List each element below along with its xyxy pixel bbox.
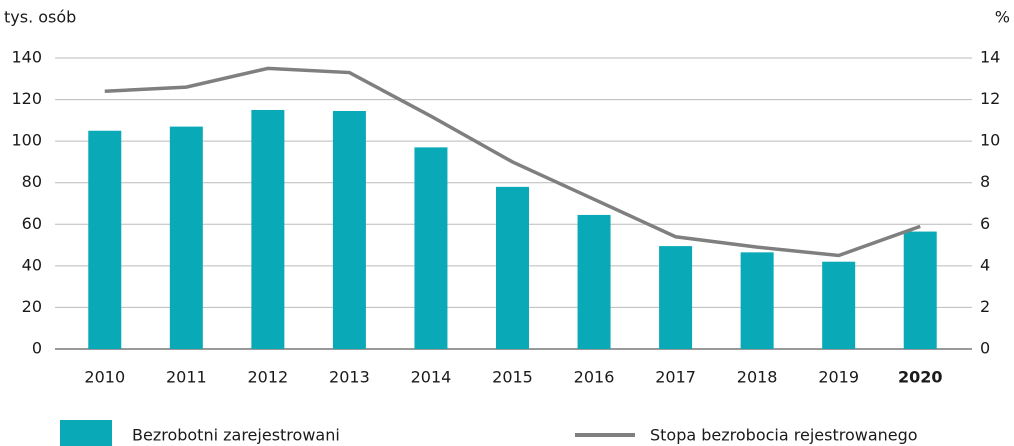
bar bbox=[332, 111, 366, 349]
y2-tick-label: 12 bbox=[980, 89, 1000, 108]
y2-tick-label: 8 bbox=[980, 172, 990, 191]
y-tick-label: 80 bbox=[22, 172, 42, 191]
y2-tick-label: 10 bbox=[980, 131, 1000, 150]
y-tick-label: 60 bbox=[22, 214, 42, 233]
x-tick-label: 2020 bbox=[898, 368, 943, 387]
bar bbox=[496, 186, 529, 349]
y2-tick-label: 2 bbox=[980, 297, 990, 316]
y-tick-label: 0 bbox=[32, 339, 42, 358]
y-tick-label: 40 bbox=[22, 255, 42, 274]
x-tick-label: 2010 bbox=[84, 368, 125, 387]
bar bbox=[577, 214, 611, 349]
legend-label: Stopa bezrobocia rejestrowanego bbox=[650, 426, 918, 445]
bar bbox=[169, 126, 203, 349]
x-tick-label: 2012 bbox=[248, 368, 289, 387]
x-tick-label: 2015 bbox=[492, 368, 533, 387]
bar bbox=[88, 130, 122, 349]
x-tick-label: 2014 bbox=[411, 368, 452, 387]
y-tick-label: 100 bbox=[11, 131, 42, 150]
y2-tick-label: 6 bbox=[980, 214, 990, 233]
bar bbox=[251, 109, 285, 349]
y-axis-label: tys. osób bbox=[4, 8, 76, 27]
x-tick-label: 2013 bbox=[329, 368, 370, 387]
x-tick-label: 2018 bbox=[737, 368, 778, 387]
y2-tick-label: 14 bbox=[980, 48, 1000, 67]
legend-label: Bezrobotni zarejestrowani bbox=[132, 426, 340, 445]
bar bbox=[822, 261, 856, 349]
y2-tick-label: 4 bbox=[980, 255, 990, 274]
bar bbox=[740, 252, 774, 349]
bar bbox=[659, 246, 693, 349]
y2-tick-label: 0 bbox=[980, 339, 990, 358]
y2-axis-label: % bbox=[995, 8, 1010, 27]
y-tick-label: 20 bbox=[22, 297, 42, 316]
x-tick-label: 2016 bbox=[574, 368, 615, 387]
y-tick-label: 120 bbox=[11, 89, 42, 108]
y-tick-label: 140 bbox=[11, 48, 42, 67]
legend-swatch bbox=[60, 420, 112, 446]
x-tick-label: 2011 bbox=[166, 368, 207, 387]
bar bbox=[414, 147, 448, 349]
x-tick-label: 2019 bbox=[818, 368, 859, 387]
line bbox=[104, 66, 921, 258]
x-tick-label: 2017 bbox=[655, 368, 696, 387]
bar bbox=[903, 231, 937, 349]
